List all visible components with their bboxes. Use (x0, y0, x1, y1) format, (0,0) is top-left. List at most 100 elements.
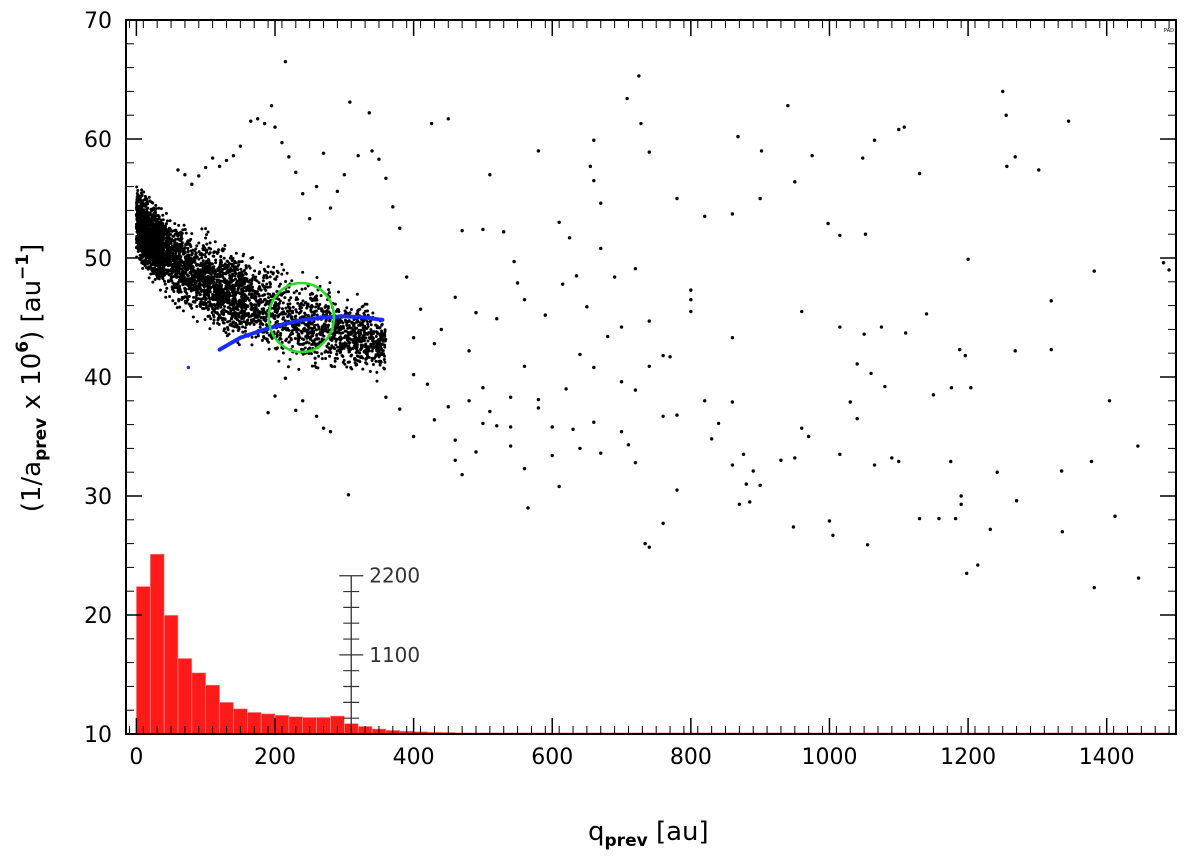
scatter-point (411, 372, 416, 377)
cloud-point (235, 323, 239, 327)
cloud-point (148, 249, 152, 253)
cloud-point (185, 267, 189, 271)
cloud-point (226, 259, 230, 263)
scatter-point (862, 332, 866, 336)
cloud-point (135, 207, 139, 211)
cloud-point (243, 329, 247, 333)
scatter-point (959, 502, 963, 507)
cloud-point (383, 345, 387, 349)
cloud-point (339, 350, 343, 354)
cloud-point (189, 258, 193, 262)
plot-border (125, 19, 1177, 735)
cloud-point (141, 243, 145, 247)
cloud-point (245, 278, 249, 282)
cloud-point (189, 270, 193, 274)
cloud-point (218, 275, 222, 279)
cloud-point (337, 290, 341, 294)
cloud-point (342, 358, 346, 362)
histogram-layer (136, 553, 1177, 735)
cloud-point (372, 342, 376, 346)
cloud-point (197, 241, 201, 245)
cloud-point (150, 262, 154, 266)
scatter-point (647, 150, 651, 154)
cloud-point (173, 282, 177, 286)
cloud-point (333, 347, 337, 351)
cloud-point (328, 354, 332, 358)
scatter-point (1049, 299, 1053, 303)
cloud-point (300, 330, 304, 334)
cloud-point (256, 310, 260, 314)
scatter-point (988, 527, 992, 532)
cloud-point (208, 297, 212, 301)
cloud-point (313, 361, 317, 365)
cloud-point (178, 272, 182, 276)
cloud-point (304, 313, 308, 317)
cloud-point (352, 318, 356, 322)
cloud-point (372, 356, 376, 360)
scatter-point (453, 458, 457, 462)
scatter-point (266, 411, 270, 415)
cloud-point (164, 236, 168, 240)
scatter-point (342, 173, 347, 177)
highlight-circle-shape (267, 281, 336, 354)
cloud-point (315, 275, 319, 279)
cloud-point (204, 293, 208, 297)
cloud-point (212, 318, 216, 322)
cloud-point (169, 268, 173, 272)
scatter-point (709, 437, 714, 441)
scatter-point (467, 349, 471, 353)
cloud-point (179, 243, 183, 247)
cloud-point (319, 330, 323, 334)
scatter-point (831, 533, 835, 537)
scatter-point (398, 226, 402, 230)
cloud-point (382, 358, 386, 362)
cloud-point (202, 248, 206, 252)
cloud-point (171, 234, 175, 238)
cloud-point (266, 265, 270, 269)
cloud-point (137, 198, 141, 202)
scatter-point (411, 336, 416, 340)
cloud-point (343, 309, 347, 313)
cloud-point (346, 298, 350, 302)
cloud-point (272, 265, 276, 269)
cloud-point (292, 291, 296, 295)
cloud-point (201, 270, 205, 274)
scatter-point (1089, 459, 1094, 464)
cloud-point (190, 306, 194, 310)
cloud-point (216, 304, 220, 308)
cloud-point (300, 306, 304, 310)
cloud-point (174, 274, 178, 278)
cloud-point (194, 247, 198, 251)
corner-tag: PAD (1164, 28, 1174, 34)
cloud-point (237, 260, 241, 264)
cloud-point (324, 349, 328, 353)
cloud-point (290, 329, 294, 333)
cloud-point (158, 227, 162, 231)
cloud-point (303, 346, 307, 350)
cloud-point (158, 266, 162, 270)
cloud-point (293, 315, 297, 319)
cloud-point (208, 289, 212, 293)
scatter-point (647, 319, 651, 323)
cloud-point (151, 223, 155, 227)
cloud-point (140, 250, 144, 254)
cloud-point (333, 302, 337, 306)
cloud-point (229, 254, 233, 258)
cloud-point (138, 210, 142, 214)
cloud-point (170, 271, 174, 275)
cloud-point (206, 264, 210, 268)
scatter-point (287, 155, 291, 159)
scatter-point (238, 144, 243, 148)
x-axis-title-main: q (588, 817, 605, 847)
cloud-point (182, 296, 186, 300)
cloud-point (204, 304, 208, 308)
cloud-point (345, 322, 349, 326)
scatter-point (550, 425, 554, 429)
cloud-point (273, 317, 277, 321)
cloud-point (317, 327, 321, 331)
cloud-point (217, 248, 221, 252)
cloud-point (325, 345, 329, 349)
scatter-point (578, 352, 582, 357)
cloud-point (192, 255, 196, 259)
scatter-point (224, 158, 229, 163)
